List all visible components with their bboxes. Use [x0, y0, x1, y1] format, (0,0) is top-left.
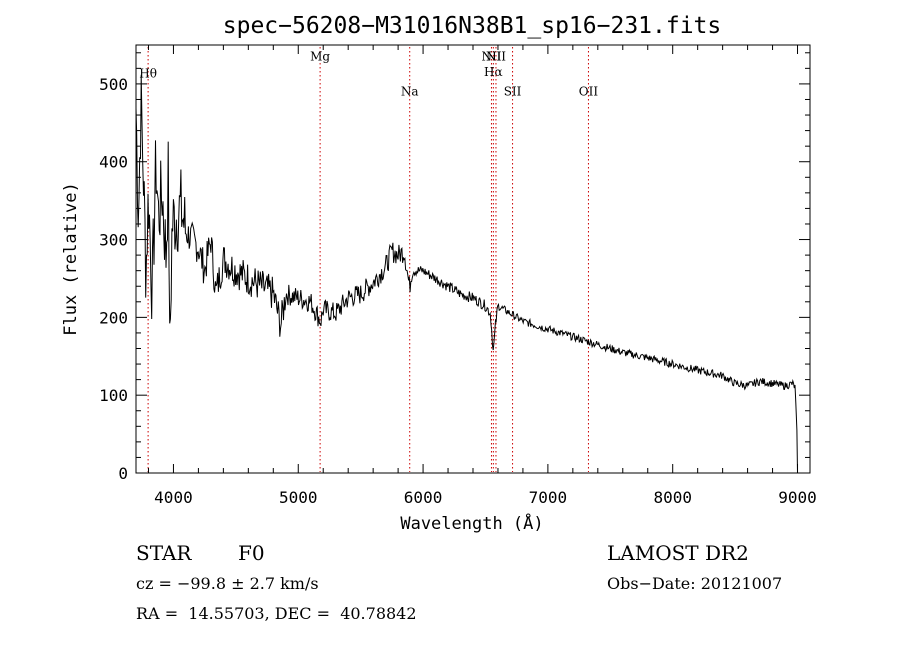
subclass: F0 — [238, 541, 265, 565]
y-tick-label: 100 — [99, 386, 128, 405]
x-axis: 4000 5000 6000 7000 8000 9000 — [147, 45, 817, 507]
chart-title: spec−56208−M31016N38B1_sp16−231.fits — [223, 13, 722, 39]
x-tick-label: 6000 — [404, 488, 443, 507]
spectrum-series — [135, 74, 798, 474]
y-tick-label: 200 — [99, 308, 128, 327]
line-marker-label: SII — [504, 85, 522, 99]
x-tick-label: 8000 — [653, 488, 692, 507]
obs-date-text: Obs−Date: 20121007 — [607, 574, 783, 593]
x-tick-label: 5000 — [279, 488, 318, 507]
y-tick-label: 0 — [118, 464, 128, 483]
coordinates-text: RA = 14.55703, DEC = 40.78842 — [136, 604, 417, 623]
line-marker-label: Mg — [310, 50, 330, 64]
velocity-text: cz = −99.8 ± 2.7 km/s — [136, 574, 319, 593]
x-tick-label: 9000 — [778, 488, 817, 507]
line-marker-label: Hα — [484, 65, 503, 79]
x-tick-label: 4000 — [154, 488, 193, 507]
line-marker-label: OII — [579, 85, 599, 99]
y-axis: 0 100 200 300 400 500 — [99, 52, 810, 483]
y-tick-label: 400 — [99, 153, 128, 172]
plot-frame — [135, 44, 811, 474]
survey-name: LAMOST DR2 — [607, 541, 749, 565]
y-axis-label: Flux (relative) — [61, 182, 81, 336]
line-marker-label: Na — [401, 85, 419, 99]
x-axis-label: Wavelength (Å) — [400, 512, 543, 534]
object-class: STAR — [136, 541, 192, 565]
y-tick-label: 300 — [99, 231, 128, 250]
spectrum-line — [135, 74, 798, 474]
line-marker-label: Hθ — [139, 67, 157, 81]
line-marker-label: NII — [486, 50, 506, 64]
x-tick-label: 7000 — [529, 488, 568, 507]
line-marker-label: NII — [481, 50, 501, 64]
y-tick-label: 500 — [99, 75, 128, 94]
